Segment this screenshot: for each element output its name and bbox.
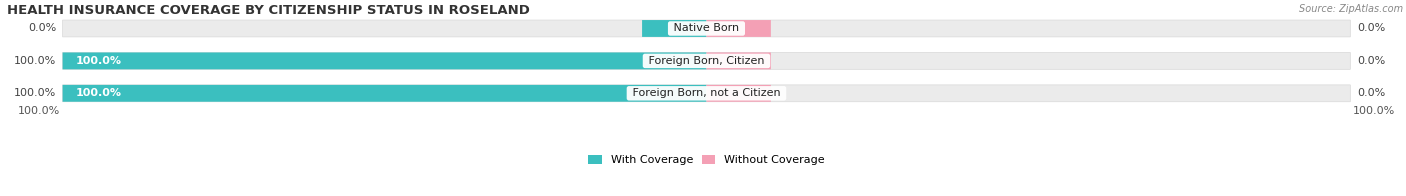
Text: 100.0%: 100.0% — [76, 56, 121, 66]
Text: 100.0%: 100.0% — [76, 88, 121, 98]
Text: Source: ZipAtlas.com: Source: ZipAtlas.com — [1299, 4, 1403, 14]
Text: 0.0%: 0.0% — [1357, 24, 1385, 34]
Text: Foreign Born, not a Citizen: Foreign Born, not a Citizen — [628, 88, 785, 98]
FancyBboxPatch shape — [643, 20, 706, 37]
Text: Native Born: Native Born — [671, 24, 742, 34]
Text: Foreign Born, Citizen: Foreign Born, Citizen — [645, 56, 768, 66]
Text: 100.0%: 100.0% — [1353, 106, 1395, 116]
Legend: With Coverage, Without Coverage: With Coverage, Without Coverage — [583, 150, 830, 170]
FancyBboxPatch shape — [63, 53, 706, 69]
Text: 0.0%: 0.0% — [1357, 88, 1385, 98]
Text: 100.0%: 100.0% — [14, 88, 56, 98]
FancyBboxPatch shape — [706, 20, 770, 37]
FancyBboxPatch shape — [63, 85, 706, 102]
FancyBboxPatch shape — [706, 53, 770, 69]
FancyBboxPatch shape — [63, 85, 1350, 102]
Text: HEALTH INSURANCE COVERAGE BY CITIZENSHIP STATUS IN ROSELAND: HEALTH INSURANCE COVERAGE BY CITIZENSHIP… — [7, 4, 530, 17]
Text: 100.0%: 100.0% — [17, 106, 60, 116]
Text: 0.0%: 0.0% — [28, 24, 56, 34]
FancyBboxPatch shape — [706, 85, 770, 102]
Text: 100.0%: 100.0% — [14, 56, 56, 66]
Text: 0.0%: 0.0% — [1357, 56, 1385, 66]
FancyBboxPatch shape — [63, 53, 1350, 69]
FancyBboxPatch shape — [63, 20, 1350, 37]
